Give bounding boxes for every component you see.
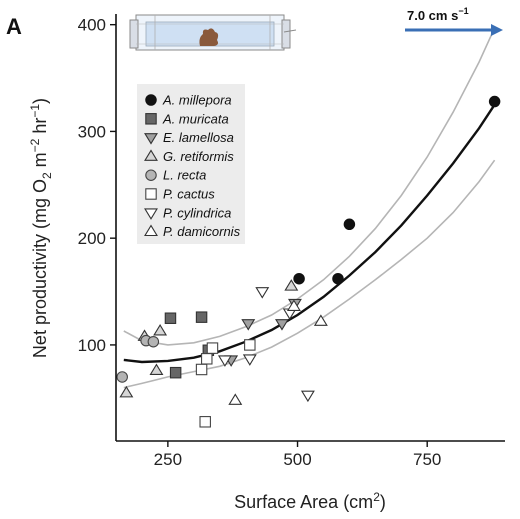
- data-point: [275, 319, 289, 331]
- legend-marker: [144, 133, 158, 145]
- data-point: [244, 339, 256, 351]
- x-axis-title: Surface Area (cm2): [234, 490, 386, 512]
- legend-marker: [144, 149, 158, 161]
- data-point: [153, 324, 168, 336]
- data-point: [332, 272, 344, 285]
- fit-curve: [123, 104, 496, 364]
- flow-rate-indicator: 7.0 cm s−1: [405, 6, 503, 36]
- data-point: [293, 272, 305, 285]
- legend-marker: [145, 94, 157, 106]
- data-point: [164, 312, 177, 324]
- legend-entry: L. recta: [163, 168, 206, 183]
- y-tick-label: 100: [78, 336, 106, 355]
- data-point: [255, 287, 270, 299]
- ci-upper-line: [123, 27, 496, 346]
- x-tick-label: 750: [413, 450, 441, 469]
- x-axis-ticks: 250 500 750: [154, 441, 441, 469]
- legend-entry: P. damicornis: [163, 224, 241, 239]
- legend-entry: G. retiformis: [163, 149, 234, 164]
- legend-marker: [145, 188, 157, 200]
- data-point: [488, 95, 501, 108]
- data-point: [286, 299, 301, 311]
- x-tick-label: 250: [154, 450, 182, 469]
- flow-rate-label: 7.0 cm s−1: [407, 6, 469, 23]
- data-point: [313, 314, 328, 326]
- legend: A. millepora A. muricata E. lamellosa G. re…: [137, 84, 245, 244]
- flow-arrowhead-icon: [491, 24, 503, 36]
- data-point: [147, 335, 160, 348]
- legend-marker: [145, 169, 157, 181]
- legend-marker: [144, 208, 158, 220]
- legend-entry: P. cactus: [163, 187, 215, 202]
- y-axis-ticks: 100 200 300 400: [78, 16, 116, 355]
- data-point: [241, 319, 256, 331]
- data-point: [199, 416, 211, 428]
- legend-entry: P. cylindrica: [163, 205, 231, 220]
- legend-marker: [144, 224, 158, 237]
- y-tick-label: 200: [78, 229, 106, 248]
- x-tick-label: 500: [283, 450, 311, 469]
- data-point: [195, 311, 208, 323]
- data-point: [169, 366, 182, 379]
- y-tick-label: 400: [78, 16, 106, 35]
- fit-line: [123, 104, 496, 364]
- legend-entry: E. lamellosa: [163, 130, 234, 145]
- data-point: [284, 279, 299, 291]
- legend-background: [137, 84, 245, 244]
- data-point: [149, 363, 164, 375]
- legend-entry: A. millepora: [162, 93, 232, 108]
- data-point: [195, 363, 208, 376]
- data-point: [119, 385, 134, 398]
- y-tick-label: 300: [78, 122, 106, 141]
- data-point: [228, 393, 243, 405]
- data-point: [242, 354, 257, 366]
- y-axis-title: Net productivity (mg O2 m−2 hr−1): [28, 98, 54, 358]
- data-point: [116, 371, 128, 383]
- legend-marker: [145, 113, 157, 125]
- data-point: [201, 353, 213, 365]
- data-point: [217, 355, 232, 367]
- data-points: [116, 95, 501, 428]
- legend-entry: A. muricata: [162, 111, 229, 126]
- data-point: [300, 390, 315, 403]
- panel-label: A: [6, 14, 22, 39]
- data-point: [343, 218, 356, 231]
- flow-chamber-coral-icon: [129, 14, 297, 51]
- data-point: [206, 342, 219, 354]
